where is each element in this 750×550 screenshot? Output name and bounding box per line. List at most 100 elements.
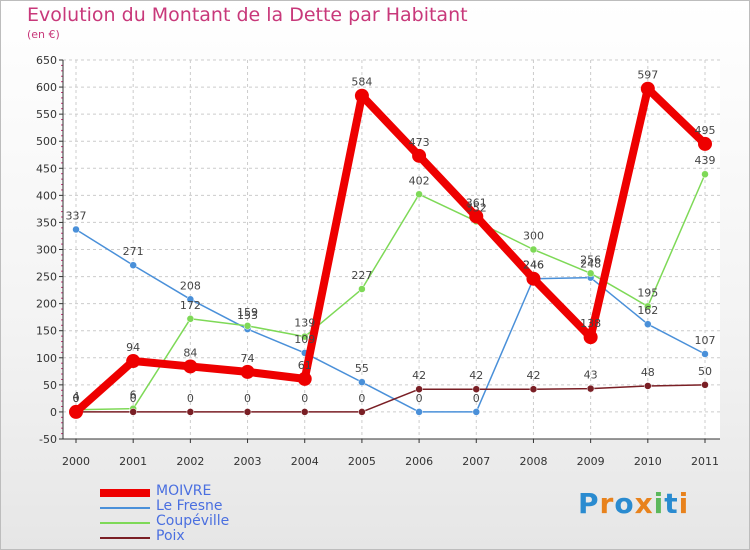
data-point <box>701 381 709 389</box>
data-label: 153 <box>237 309 258 322</box>
data-point <box>526 271 541 286</box>
legend-swatch-coupeville <box>100 522 150 524</box>
data-point <box>640 81 655 96</box>
data-label: 50 <box>698 365 712 378</box>
data-label: 0 <box>358 392 365 405</box>
y-tick-label: 400 <box>36 189 57 202</box>
data-label: 0 <box>473 392 480 405</box>
data-label: 138 <box>580 317 601 330</box>
data-point <box>415 190 423 199</box>
data-label: 84 <box>183 346 197 359</box>
logo-letter: r <box>599 487 615 520</box>
data-point <box>529 385 538 393</box>
data-label: 0 <box>301 392 308 405</box>
data-point <box>186 408 195 416</box>
y-tick-label: 200 <box>36 298 57 311</box>
data-label: 271 <box>123 245 144 258</box>
data-label: 597 <box>637 69 658 82</box>
legend-swatch-poix <box>100 537 150 539</box>
data-point <box>415 385 423 393</box>
data-label: 0 <box>130 392 137 405</box>
data-point <box>586 384 595 393</box>
data-point <box>240 364 255 379</box>
data-label: 55 <box>355 362 369 375</box>
logo-letter: i <box>653 487 665 520</box>
data-label: 0 <box>73 392 80 405</box>
data-point <box>300 332 309 341</box>
data-label: 227 <box>351 269 372 282</box>
data-point <box>701 170 709 178</box>
data-point <box>358 408 366 416</box>
data-point <box>69 404 83 419</box>
data-label: 159 <box>237 306 258 319</box>
data-label: 352 <box>466 201 487 214</box>
data-point <box>644 382 652 390</box>
x-tick-label: 2004 <box>291 455 319 468</box>
legend-label-coupeville: Coupéville <box>156 513 230 529</box>
legend-swatch-le-fresne <box>100 507 150 509</box>
legend-label-poix: Poix <box>156 528 185 544</box>
data-point <box>358 378 366 386</box>
data-point <box>469 209 484 224</box>
data-label: 162 <box>637 304 658 317</box>
data-point <box>297 371 312 386</box>
data-label: 6 <box>130 389 137 402</box>
data-label: 43 <box>584 369 598 382</box>
x-tick-label: 2010 <box>634 455 662 468</box>
data-label: 246 <box>523 259 544 272</box>
logo-letter: x <box>634 487 654 520</box>
data-point <box>644 302 652 311</box>
data-label: 42 <box>526 369 540 382</box>
data-label: 473 <box>409 136 430 149</box>
x-tick-label: 2006 <box>405 455 433 468</box>
x-tick-label: 2005 <box>348 455 376 468</box>
data-label: 361 <box>466 196 487 209</box>
y-tick-label: 0 <box>50 406 57 419</box>
data-label: 0 <box>244 392 251 405</box>
data-point <box>644 320 652 328</box>
proxiti-logo: Proxiti <box>578 487 689 520</box>
data-label: 248 <box>580 258 601 271</box>
x-tick-label: 2011 <box>691 455 719 468</box>
data-label: 109 <box>294 333 315 346</box>
x-tick-label: 2008 <box>519 455 547 468</box>
series-line <box>73 84 708 415</box>
data-point <box>126 354 141 369</box>
series-line <box>76 384 706 413</box>
x-tick-label: 2002 <box>176 455 204 468</box>
data-label: 48 <box>641 366 655 379</box>
data-point <box>415 408 423 416</box>
data-label: 495 <box>695 124 716 137</box>
data-label: 337 <box>66 209 87 222</box>
y-tick-label: 350 <box>36 216 57 229</box>
data-point <box>583 330 598 345</box>
legend-swatch-moivre <box>100 489 150 497</box>
data-label: 42 <box>469 369 483 382</box>
data-label: 172 <box>180 299 201 312</box>
data-label: 0 <box>187 392 194 405</box>
chart-subtitle: (en €) <box>27 28 60 41</box>
data-label: 256 <box>580 253 601 266</box>
data-point <box>186 295 195 304</box>
data-point <box>129 261 137 269</box>
data-label: 61 <box>298 359 312 372</box>
data-point <box>243 408 252 416</box>
data-point <box>243 322 252 330</box>
chart-title: Evolution du Montant de la Dette par Hab… <box>27 4 468 26</box>
data-point <box>354 88 369 103</box>
logo-letter: i <box>678 487 690 520</box>
data-point <box>586 269 595 278</box>
data-point <box>472 408 481 416</box>
data-point <box>529 245 538 254</box>
data-label: 208 <box>180 279 201 292</box>
x-tick-label: 2001 <box>119 455 147 468</box>
data-label: 94 <box>126 341 140 354</box>
y-tick-label: 500 <box>36 135 57 148</box>
data-point <box>183 359 198 374</box>
data-point <box>412 148 427 163</box>
data-label: 4 <box>73 390 80 403</box>
data-label: 107 <box>695 334 716 347</box>
data-label: 246 <box>523 259 544 272</box>
data-label: 0 <box>416 392 423 405</box>
y-tick-label: 150 <box>36 325 57 338</box>
